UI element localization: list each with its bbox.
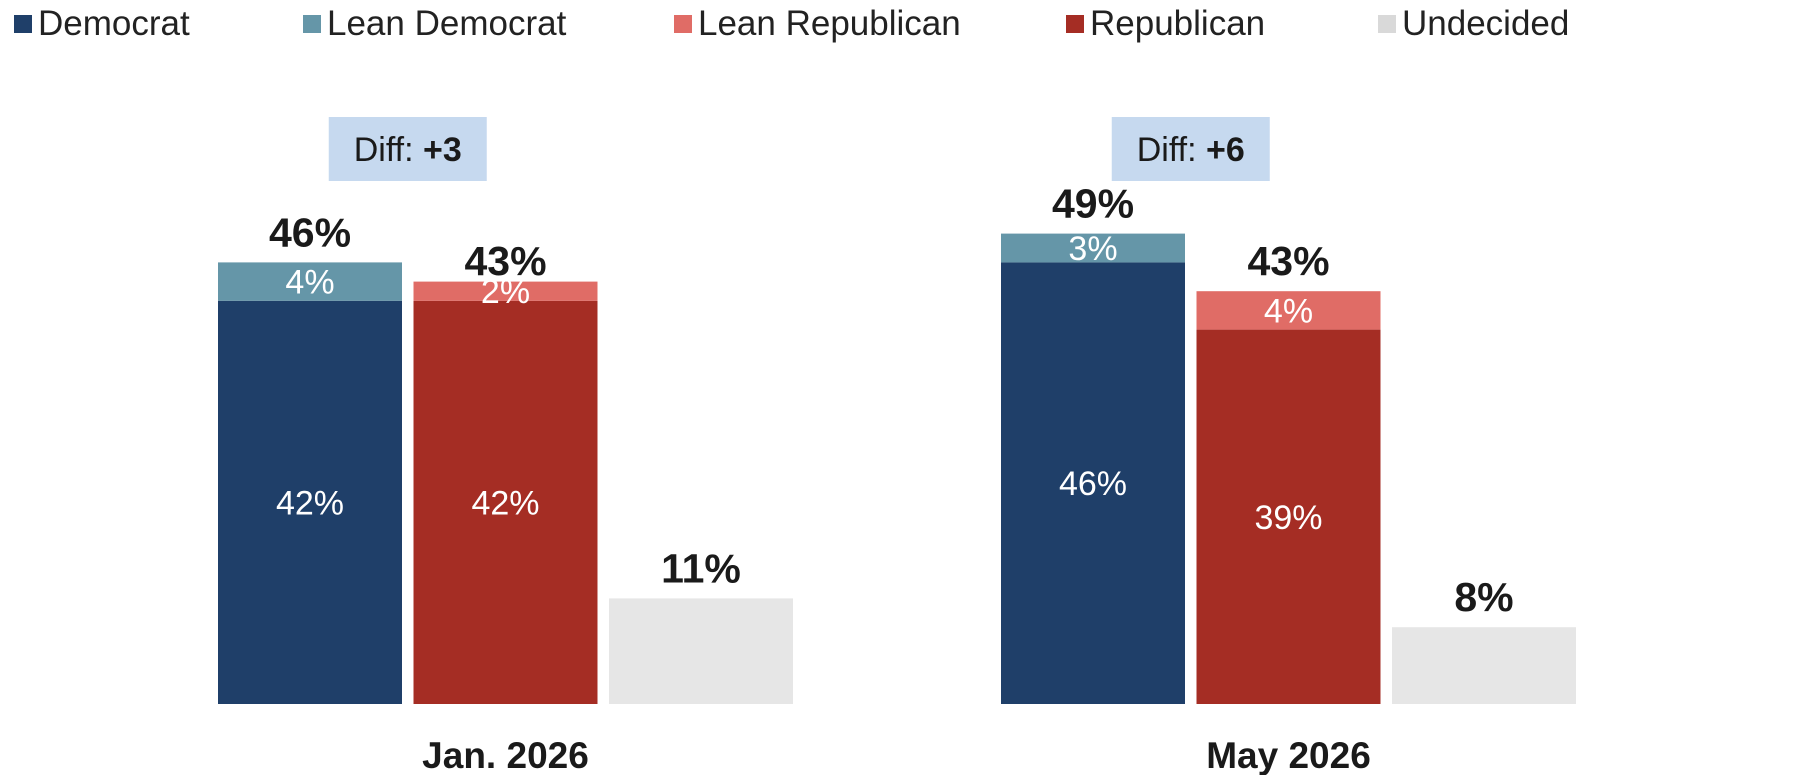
label-republican-total-0: 43% (464, 238, 546, 284)
bar-undecided-0 (609, 598, 793, 704)
label-republican-1: 39% (1254, 499, 1322, 537)
diff-prefix: Diff: (354, 131, 423, 169)
label-undecided-1: 8% (1454, 574, 1513, 620)
label-lean-democrat-1: 3% (1068, 230, 1117, 268)
label-democrat-total-0: 46% (269, 209, 351, 255)
diff-text-0: Diff: +3 (354, 131, 462, 169)
label-undecided-0: 11% (661, 545, 741, 591)
label-lean-democrat-0: 4% (285, 264, 334, 302)
category-label-0: Jan. 2026 (422, 735, 589, 775)
label-republican-total-1: 43% (1247, 238, 1329, 284)
diff-value: +6 (1206, 131, 1245, 169)
label-lean-republican-1: 4% (1264, 292, 1313, 330)
label-democrat-total-1: 49% (1052, 181, 1134, 227)
diff-prefix: Diff: (1137, 131, 1206, 169)
diff-value: +3 (423, 131, 462, 169)
bar-undecided-1 (1392, 627, 1576, 704)
label-democrat-0: 42% (276, 484, 344, 522)
label-republican-0: 42% (471, 484, 539, 522)
diff-text-1: Diff: +6 (1137, 131, 1245, 169)
category-label-1: May 2026 (1206, 735, 1371, 775)
label-democrat-1: 46% (1059, 465, 1127, 503)
